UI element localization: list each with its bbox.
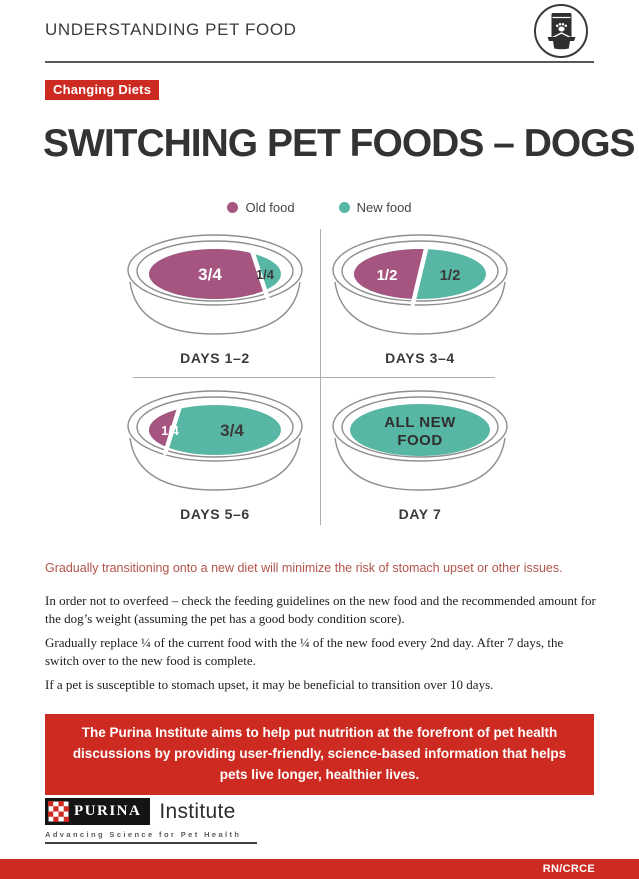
- bowl-day-7: ALL NEW FOOD: [332, 390, 508, 491]
- body-paragraphs: In order not to overfeed – check the fee…: [45, 592, 599, 700]
- legend-item-old-food: Old food: [227, 200, 295, 215]
- logo-tagline: Advancing Science for Pet Health: [45, 830, 242, 839]
- main-title: SWITCHING PET FOODS – DOGS: [43, 122, 636, 165]
- cell-label: DAYS 1–2: [180, 350, 250, 366]
- institute-wordmark: Institute: [159, 799, 236, 823]
- legend-item-new-food: New food: [338, 200, 412, 215]
- logo-underline: [45, 842, 257, 844]
- bowl-days-1-2: 3/4 1/4: [127, 234, 303, 335]
- paragraph-replace-quarter: Gradually replace ¼ of the current food …: [45, 634, 564, 668]
- document-code: RN/CRCE: [542, 863, 595, 875]
- bowl-transition-diagram: 3/4 1/4 DAYS 1–2 1/2 1/2 DAYS 3–4: [0, 228, 639, 528]
- footer-bar: RN/CRCE: [0, 859, 639, 879]
- new-fraction-label: 1/2: [440, 267, 461, 284]
- cell-label: DAYS 3–4: [385, 350, 455, 366]
- bowl-days-5-6: 1/4 3/4: [127, 390, 303, 491]
- old-fraction-label: 3/4: [198, 265, 222, 284]
- diagram-cell-day-7: ALL NEW FOOD DAY 7: [320, 386, 520, 522]
- diagram-horizontal-divider: [133, 377, 495, 378]
- old-food-dot-icon: [227, 202, 239, 213]
- all-new-food-label-line2: FOOD: [397, 432, 442, 449]
- page-title: UNDERSTANDING PET FOOD: [45, 20, 297, 39]
- purina-institute-callout: The Purina Institute aims to help put nu…: [45, 714, 594, 795]
- purina-institute-logo: PURINA Institute Advancing Science for P…: [45, 798, 257, 844]
- intro-note: Gradually transitioning onto a new diet …: [45, 561, 563, 575]
- pet-food-bag-and-bowl-icon: [532, 2, 590, 65]
- legend-old-label: Old food: [245, 200, 295, 215]
- header-divider: [45, 61, 594, 63]
- purina-wordmark-block: PURINA: [45, 798, 151, 825]
- old-fraction-label: 1/2: [377, 267, 398, 284]
- cell-label: DAY 7: [398, 506, 442, 522]
- new-fraction-label: 3/4: [220, 421, 244, 440]
- diagram-cell-days-5-6: 1/4 3/4 DAYS 5–6: [115, 386, 315, 522]
- all-new-food-label-line1: ALL NEW: [384, 414, 456, 431]
- purina-wordmark: PURINA: [74, 803, 142, 819]
- legend: Old food New food: [0, 200, 639, 215]
- legend-new-label: New food: [356, 200, 412, 215]
- paragraph-overfeed: In order not to overfeed – check the fee…: [45, 593, 596, 626]
- new-fraction-label: 1/4: [256, 267, 275, 282]
- cell-label: DAYS 5–6: [180, 506, 250, 522]
- bowl-days-3-4: 1/2 1/2: [332, 234, 508, 335]
- section-badge: Changing Diets: [45, 80, 160, 100]
- diagram-cell-days-1-2: 3/4 1/4 DAYS 1–2: [115, 230, 315, 366]
- purina-checkerboard-icon: [48, 801, 69, 822]
- new-food-dot-icon: [338, 202, 350, 213]
- old-fraction-label: 1/4: [161, 424, 178, 438]
- paragraph-stomach-upset: If a pet is susceptible to stomach upset…: [45, 676, 494, 692]
- diagram-cell-days-3-4: 1/2 1/2 DAYS 3–4: [320, 230, 520, 366]
